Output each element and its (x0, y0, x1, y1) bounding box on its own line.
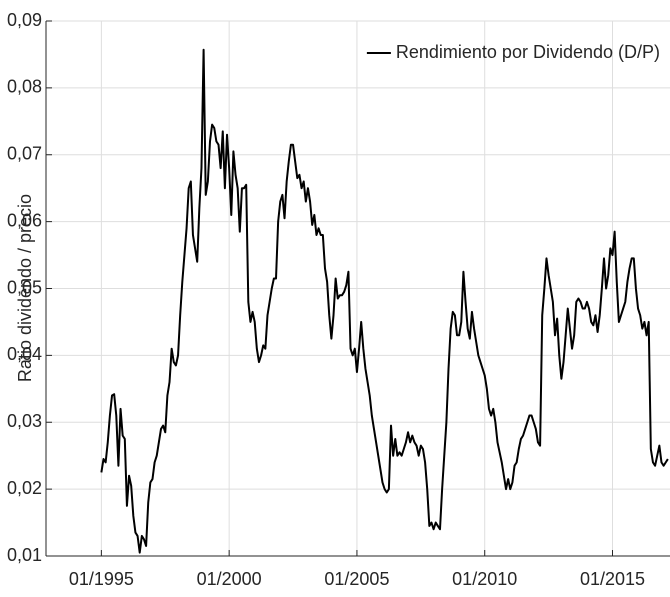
y-tick-label: 0,07 (7, 144, 42, 164)
x-tick-label: 01/2000 (197, 569, 262, 589)
y-tick-label: 0,01 (7, 545, 42, 565)
y-tick-label: 0,04 (7, 344, 42, 364)
y-axis-label: Ratio dividendo / precio (15, 194, 35, 382)
x-tick-label: 01/2010 (452, 569, 517, 589)
y-tick-label: 0,08 (7, 77, 42, 97)
x-tick-label: 01/2005 (324, 569, 389, 589)
legend-label: Rendimiento por Dividendo (D/P) (396, 42, 660, 62)
x-tick-label: 01/2015 (580, 569, 645, 589)
x-tick-label: 01/1995 (69, 569, 134, 589)
y-tick-label: 0,06 (7, 210, 42, 230)
data-line (100, 48, 669, 554)
y-tick-label: 0,02 (7, 478, 42, 498)
grid (46, 20, 670, 557)
y-tick-label: 0,05 (7, 277, 42, 297)
y-tick-label: 0,09 (7, 10, 42, 30)
y-tick-label: 0,03 (7, 411, 42, 431)
